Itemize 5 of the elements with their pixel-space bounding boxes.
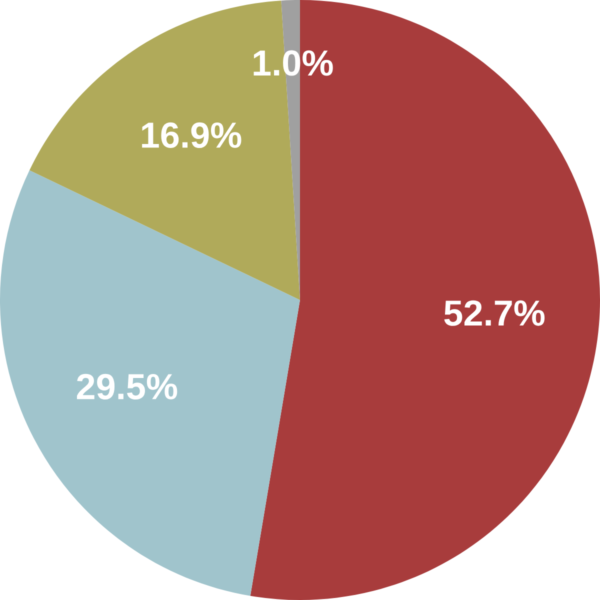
pie-slice xyxy=(0,170,300,596)
data-label: 52.7% xyxy=(444,300,545,326)
data-label: 29.5% xyxy=(76,374,178,400)
data-label: 16.9% xyxy=(142,122,242,148)
pie-slice xyxy=(250,0,600,600)
